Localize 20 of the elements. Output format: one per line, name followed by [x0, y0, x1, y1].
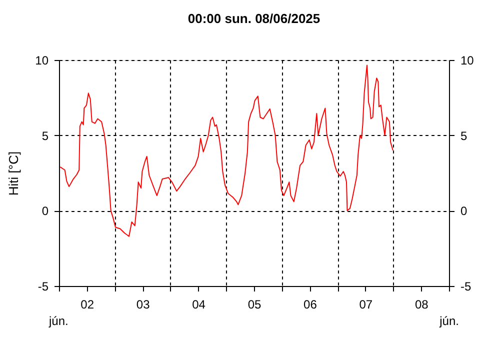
line-series [60, 64, 394, 237]
y2-tick-label: 10 [460, 54, 474, 68]
x-tick-label: 06 [304, 298, 318, 312]
x-tick-label: 07 [359, 298, 373, 312]
x-tick-label: 08 [414, 298, 429, 312]
y-axis-title: Hiti [°C] [6, 151, 22, 196]
text: jún. [48, 314, 68, 328]
chart-title: 00:00 sun. 08/06/2025 [188, 11, 320, 26]
y-tick-label: 0 [42, 204, 49, 218]
y-tick-label: 10 [35, 54, 49, 68]
y2-tick-label: 5 [460, 128, 468, 143]
x-tick-label: 02 [80, 298, 94, 312]
y-tick-label: -5 [38, 280, 49, 294]
x-tick-label: 03 [136, 298, 150, 312]
x-tick-label: 05 [248, 298, 262, 312]
text: jún. [438, 314, 459, 328]
y2-tick-label: 0 [460, 204, 468, 218]
y2-tick-label: -5 [460, 280, 472, 294]
x-tick-label: 04 [192, 298, 206, 312]
y-tick-label: 5 [42, 128, 49, 143]
